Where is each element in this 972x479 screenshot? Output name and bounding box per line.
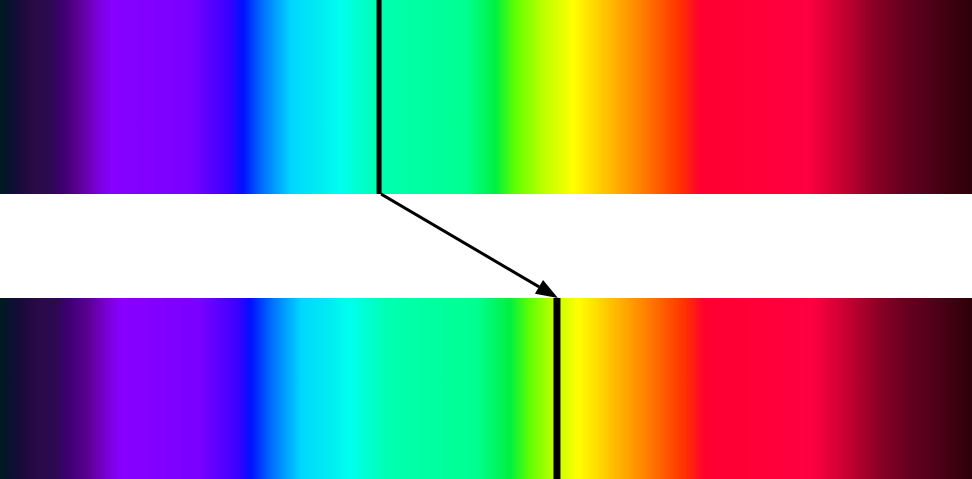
shift-arrow-layer	[380, 192, 558, 298]
reference-spectrum-band	[0, 0, 972, 194]
shift-arrow-shaft	[380, 192, 540, 289]
shifted-spectrum-band	[0, 298, 972, 479]
shift-arrow-head	[534, 279, 558, 298]
reference-spectrum-absorption-line	[376, 0, 382, 194]
absorption-lines-layer	[376, 0, 561, 479]
shifted-spectrum-absorption-line	[553, 298, 561, 479]
